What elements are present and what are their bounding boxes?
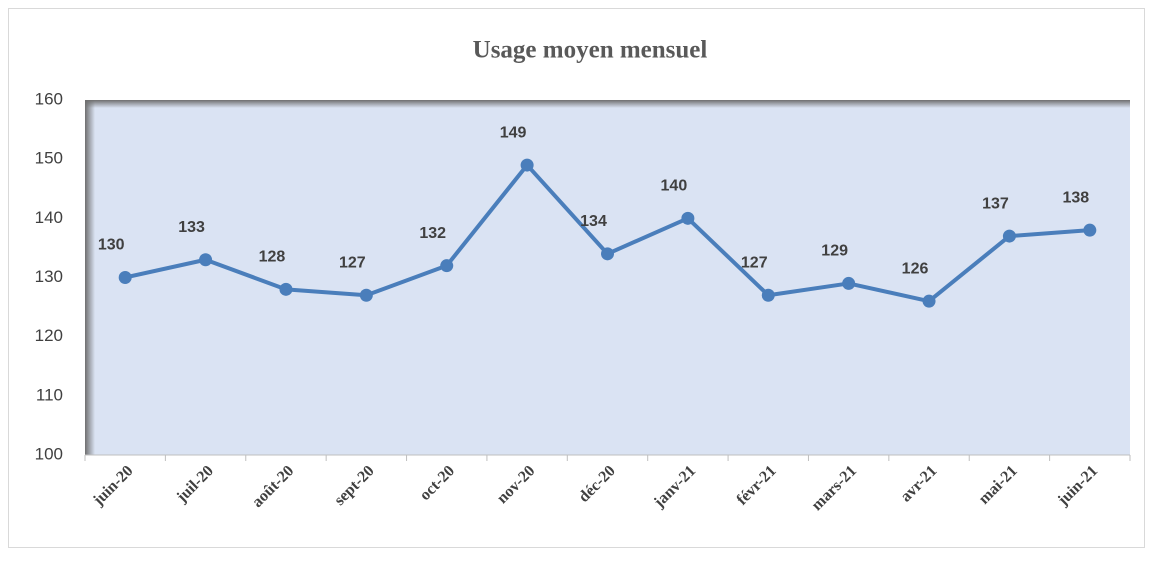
data-label: 134 — [580, 213, 607, 230]
data-point — [842, 276, 856, 290]
data-label: 128 — [259, 249, 286, 266]
data-label: 137 — [982, 195, 1009, 212]
plot-shadow-left — [85, 100, 95, 455]
data-point — [1083, 223, 1097, 237]
data-label: 126 — [902, 260, 929, 277]
data-point — [681, 211, 695, 225]
data-label: 140 — [661, 178, 688, 195]
plot-background — [85, 100, 1130, 455]
data-label: 138 — [1062, 189, 1089, 206]
data-point — [359, 288, 373, 302]
data-label: 130 — [98, 237, 125, 254]
y-tick-label: 140 — [35, 208, 63, 227]
data-label: 132 — [419, 225, 446, 242]
y-tick-label: 120 — [35, 326, 63, 345]
y-tick-label: 160 — [35, 89, 63, 108]
data-point — [520, 158, 534, 172]
data-label: 149 — [500, 124, 527, 141]
data-point — [199, 253, 213, 267]
data-point — [1002, 229, 1016, 243]
y-tick-label: 130 — [35, 267, 63, 286]
data-label: 129 — [821, 243, 848, 260]
y-tick-label: 150 — [35, 149, 63, 168]
data-point — [761, 288, 775, 302]
data-label: 127 — [741, 254, 768, 271]
data-point — [279, 282, 293, 296]
data-point — [922, 294, 936, 308]
data-label: 133 — [178, 219, 205, 236]
chart-title: Usage moyen mensuel — [473, 37, 708, 64]
data-label: 127 — [339, 254, 366, 271]
plot-shadow-top — [85, 100, 1130, 108]
data-point — [440, 259, 454, 273]
data-point — [601, 247, 614, 261]
data-point — [118, 271, 132, 284]
y-tick-label: 100 — [35, 444, 63, 463]
y-tick-label: 110 — [36, 385, 63, 404]
